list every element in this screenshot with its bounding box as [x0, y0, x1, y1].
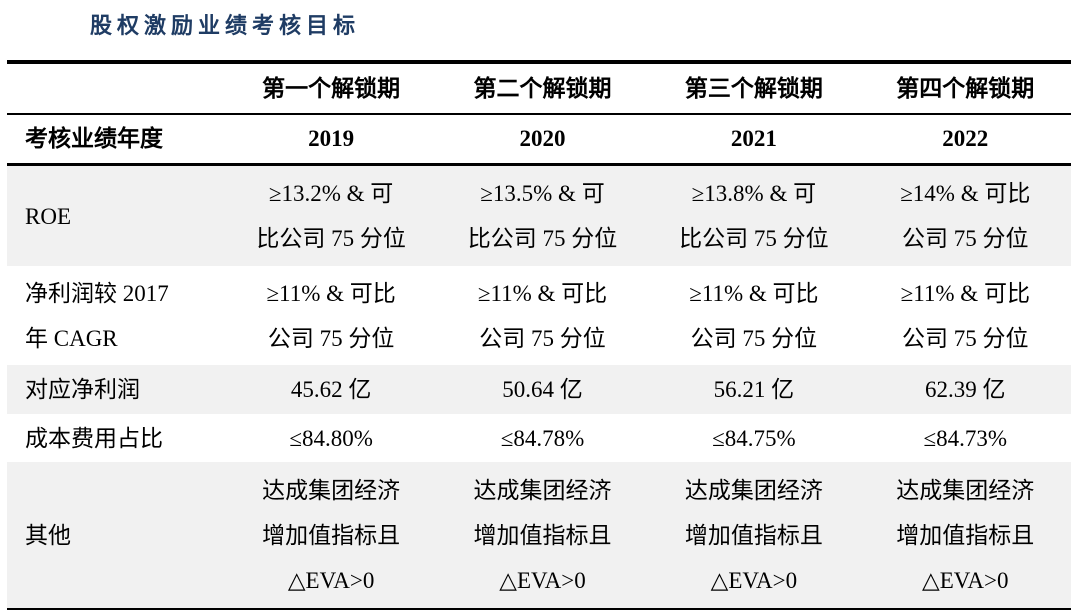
roe-cell: ≥13.2% & 可 比公司 75 分位: [256, 181, 406, 251]
net-profit-cagr-row: 净利润较 2017 年 CAGR ≥11% & 可比 公司 75 分位 ≥11%…: [7, 266, 1071, 365]
table-header-row: 第一个解锁期 第二个解锁期 第三个解锁期 第四个解锁期: [7, 62, 1071, 114]
assessment-year-row: 考核业绩年度 2019 2020 2021 2022: [7, 114, 1071, 165]
year-cell: 2021: [730, 126, 777, 151]
net-profit-cell: 56.21 亿: [713, 377, 795, 402]
roe-row: ROE ≥13.2% & 可 比公司 75 分位 ≥13.5% & 可 比公司 …: [7, 164, 1071, 266]
header-cell-unlock-period-4: 第四个解锁期: [896, 76, 1035, 101]
cagr-cell: ≥11% & 可比 公司 75 分位: [900, 280, 1030, 351]
performance-target-table: 第一个解锁期 第二个解锁期 第三个解锁期 第四个解锁期 考核业绩年度 2019 …: [7, 60, 1071, 610]
corresponding-net-profit-row: 对应净利润 45.62 亿 50.64 亿 56.21 亿 62.39 亿: [7, 365, 1071, 414]
row-label-net-profit-cagr: 净利润较 2017 年 CAGR: [25, 280, 169, 351]
net-profit-cell: 50.64 亿: [502, 377, 583, 402]
roe-cell: ≥13.5% & 可 比公司 75 分位: [467, 181, 618, 251]
year-cell: 2019: [308, 126, 355, 151]
year-cell: 2022: [942, 126, 989, 151]
cost-ratio-cell: ≤84.78%: [500, 425, 585, 451]
cost-ratio-cell: ≤84.73%: [923, 425, 1008, 451]
cost-ratio-cell: ≤84.75%: [712, 425, 796, 451]
row-label-other: 其他: [25, 522, 71, 548]
other-cell: 达成集团经济 增加值指标且 △EVA>0: [896, 477, 1035, 593]
row-label-corresponding-net-profit: 对应净利润: [25, 377, 140, 402]
page-title: 股权激励业绩考核目标: [90, 13, 361, 38]
report-table-page: 股权激励业绩考核目标 第一个解锁期 第二个解锁期 第三个解锁期 第四个解锁期 考…: [0, 13, 1080, 610]
roe-cell: ≥14% & 可比 公司 75 分位: [900, 181, 1031, 251]
net-profit-cell: 62.39 亿: [925, 377, 1006, 402]
header-cell-empty: [7, 62, 225, 114]
cost-expense-ratio-row: 成本费用占比 ≤84.80% ≤84.78% ≤84.75% ≤84.73%: [7, 414, 1071, 462]
cagr-cell: ≥11% & 可比 公司 75 分位: [689, 280, 819, 351]
other-cell: 达成集团经济 增加值指标且 △EVA>0: [473, 477, 612, 593]
other-cell: 达成集团经济 增加值指标且 △EVA>0: [262, 477, 401, 593]
row-label-assessment-year: 考核业绩年度: [25, 126, 163, 151]
cagr-cell: ≥11% & 可比 公司 75 分位: [266, 280, 396, 351]
cagr-cell: ≥11% & 可比 公司 75 分位: [477, 280, 608, 351]
other-cell: 达成集团经济 增加值指标且 △EVA>0: [684, 477, 823, 593]
header-cell-unlock-period-1: 第一个解锁期: [262, 76, 401, 101]
cost-ratio-cell: ≤84.80%: [289, 425, 373, 451]
header-cell-unlock-period-2: 第二个解锁期: [473, 76, 612, 101]
net-profit-cell: 45.62 亿: [290, 377, 372, 402]
row-label-cost-expense-ratio: 成本费用占比: [25, 425, 163, 451]
year-cell: 2020: [519, 126, 566, 151]
roe-cell: ≥13.8% & 可 比公司 75 分位: [679, 181, 829, 251]
other-row: 其他 达成集团经济 增加值指标且 △EVA>0 达成集团经济 增加值指标且 △E…: [7, 462, 1071, 610]
row-label-roe: ROE: [25, 203, 71, 229]
header-cell-unlock-period-3: 第三个解锁期: [684, 76, 823, 101]
